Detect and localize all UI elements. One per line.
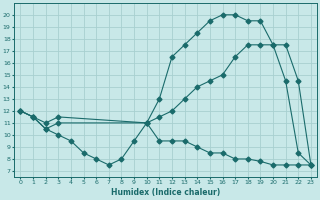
X-axis label: Humidex (Indice chaleur): Humidex (Indice chaleur) <box>111 188 220 197</box>
